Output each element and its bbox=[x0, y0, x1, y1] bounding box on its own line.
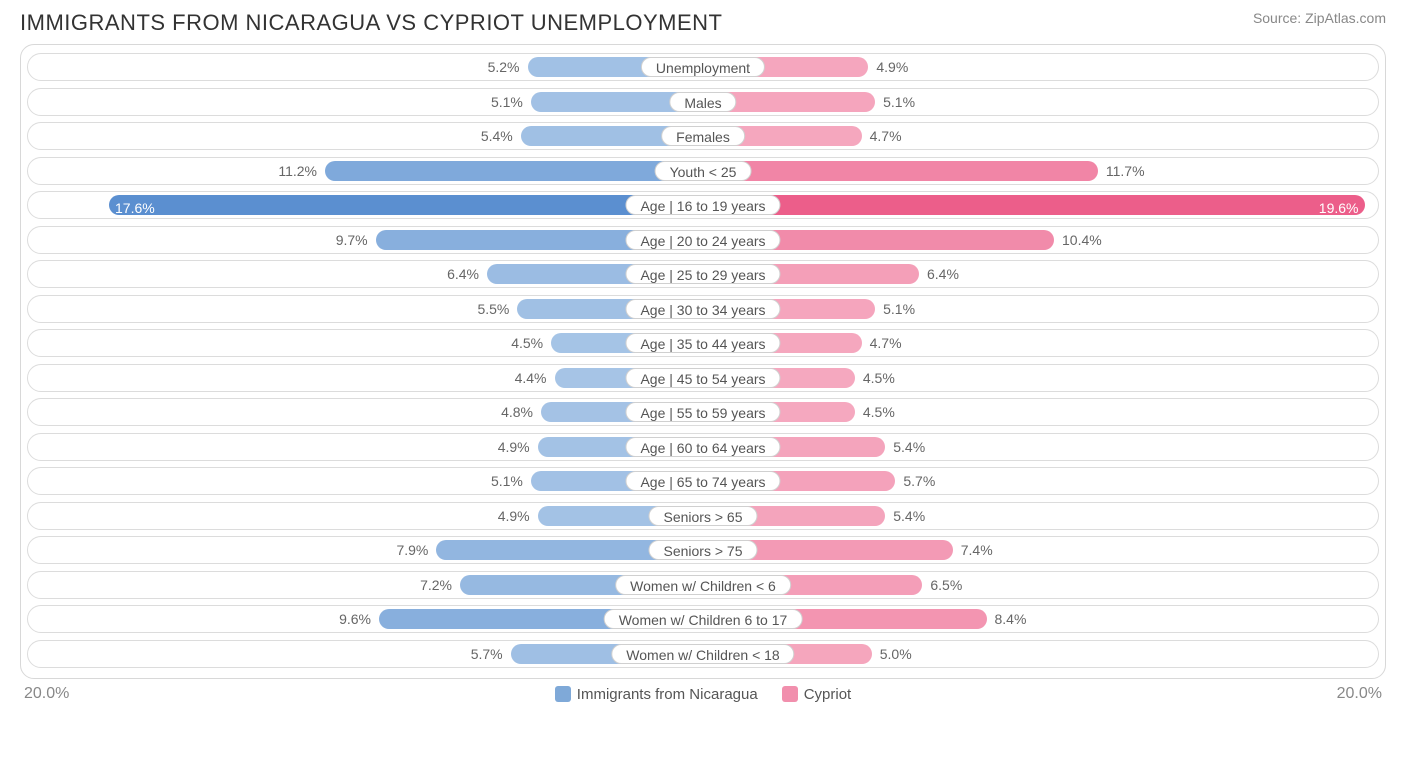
category-label: Youth < 25 bbox=[655, 161, 752, 181]
bar-right bbox=[703, 161, 1098, 181]
chart-area: 5.2% 4.9% Unemployment 5.1% 5.1% Males 5.4% 4.7… bbox=[20, 44, 1386, 679]
value-right: 6.4% bbox=[927, 261, 959, 287]
source-attribution: Source: ZipAtlas.com bbox=[1253, 10, 1386, 26]
value-left: 11.2% bbox=[278, 158, 317, 184]
category-label: Age | 20 to 24 years bbox=[625, 230, 780, 250]
axis-max-left: 20.0% bbox=[24, 685, 69, 703]
chart-row: 9.6% 8.4% Women w/ Children 6 to 17 bbox=[27, 605, 1379, 633]
axis-max-right: 20.0% bbox=[1337, 685, 1382, 703]
value-left: 7.9% bbox=[396, 537, 428, 563]
category-label: Age | 16 to 19 years bbox=[625, 195, 780, 215]
chart-row: 5.4% 4.7% Females bbox=[27, 122, 1379, 150]
value-left: 17.6% bbox=[115, 195, 155, 221]
legend-item-left: Immigrants from Nicaragua bbox=[555, 686, 758, 703]
value-left: 7.2% bbox=[420, 572, 452, 598]
category-label: Age | 45 to 54 years bbox=[625, 368, 780, 388]
value-right: 5.0% bbox=[880, 641, 912, 667]
value-right: 4.7% bbox=[870, 123, 902, 149]
chart-footer: 20.0% Immigrants from Nicaragua Cypriot … bbox=[20, 685, 1386, 703]
chart-row: 11.2% 11.7% Youth < 25 bbox=[27, 157, 1379, 185]
chart-row: 5.1% 5.1% Males bbox=[27, 88, 1379, 116]
category-label: Women w/ Children < 6 bbox=[615, 575, 791, 595]
bar-left bbox=[325, 161, 703, 181]
value-left: 5.7% bbox=[471, 641, 503, 667]
chart-row: 5.7% 5.0% Women w/ Children < 18 bbox=[27, 640, 1379, 668]
category-label: Women w/ Children < 18 bbox=[611, 644, 794, 664]
value-right: 5.4% bbox=[893, 434, 925, 460]
chart-row: 17.6%19.6%Age | 16 to 19 years bbox=[27, 191, 1379, 219]
category-label: Seniors > 65 bbox=[649, 506, 758, 526]
value-right: 4.9% bbox=[876, 54, 908, 80]
category-label: Age | 35 to 44 years bbox=[625, 333, 780, 353]
value-right: 6.5% bbox=[930, 572, 962, 598]
category-label: Age | 60 to 64 years bbox=[625, 437, 780, 457]
value-right: 5.1% bbox=[883, 296, 915, 322]
legend-item-right: Cypriot bbox=[782, 686, 852, 703]
value-left: 5.4% bbox=[481, 123, 513, 149]
chart-row: 7.2% 6.5% Women w/ Children < 6 bbox=[27, 571, 1379, 599]
category-label: Males bbox=[669, 92, 736, 112]
legend-label-right: Cypriot bbox=[804, 686, 852, 703]
chart-row: 4.9% 5.4% Seniors > 65 bbox=[27, 502, 1379, 530]
chart-row: 4.9% 5.4% Age | 60 to 64 years bbox=[27, 433, 1379, 461]
legend: Immigrants from Nicaragua Cypriot bbox=[555, 686, 851, 703]
chart-row: 5.5% 5.1% Age | 30 to 34 years bbox=[27, 295, 1379, 323]
value-left: 4.4% bbox=[515, 365, 547, 391]
chart-row: 7.9% 7.4% Seniors > 75 bbox=[27, 536, 1379, 564]
chart-row: 4.4% 4.5% Age | 45 to 54 years bbox=[27, 364, 1379, 392]
chart-row: 4.5% 4.7% Age | 35 to 44 years bbox=[27, 329, 1379, 357]
chart-container: IMMIGRANTS FROM NICARAGUA VS CYPRIOT UNE… bbox=[0, 0, 1406, 757]
category-label: Women w/ Children 6 to 17 bbox=[604, 609, 803, 629]
value-right: 5.4% bbox=[893, 503, 925, 529]
legend-label-left: Immigrants from Nicaragua bbox=[577, 686, 758, 703]
value-left: 6.4% bbox=[447, 261, 479, 287]
legend-swatch-left bbox=[555, 686, 571, 702]
value-right: 19.6% bbox=[1319, 195, 1359, 221]
category-label: Age | 65 to 74 years bbox=[625, 471, 780, 491]
chart-row: 5.1% 5.7% Age | 65 to 74 years bbox=[27, 467, 1379, 495]
legend-swatch-right bbox=[782, 686, 798, 702]
value-right: 10.4% bbox=[1062, 227, 1102, 253]
value-left: 5.1% bbox=[491, 89, 523, 115]
chart-title: IMMIGRANTS FROM NICARAGUA VS CYPRIOT UNE… bbox=[20, 10, 723, 36]
chart-row: 6.4% 6.4% Age | 25 to 29 years bbox=[27, 260, 1379, 288]
value-left: 4.9% bbox=[498, 434, 530, 460]
value-right: 5.1% bbox=[883, 89, 915, 115]
value-right: 4.5% bbox=[863, 399, 895, 425]
category-label: Females bbox=[661, 126, 745, 146]
category-label: Age | 55 to 59 years bbox=[625, 402, 780, 422]
chart-row: 4.8% 4.5% Age | 55 to 59 years bbox=[27, 398, 1379, 426]
value-left: 5.1% bbox=[491, 468, 523, 494]
value-left: 4.8% bbox=[501, 399, 533, 425]
category-label: Age | 25 to 29 years bbox=[625, 264, 780, 284]
header: IMMIGRANTS FROM NICARAGUA VS CYPRIOT UNE… bbox=[20, 10, 1386, 36]
bar-right: 19.6% bbox=[703, 195, 1365, 215]
category-label: Unemployment bbox=[641, 57, 765, 77]
value-left: 4.9% bbox=[498, 503, 530, 529]
value-right: 5.7% bbox=[903, 468, 935, 494]
category-label: Seniors > 75 bbox=[649, 540, 758, 560]
chart-row: 9.7% 10.4% Age | 20 to 24 years bbox=[27, 226, 1379, 254]
category-label: Age | 30 to 34 years bbox=[625, 299, 780, 319]
value-left: 9.6% bbox=[339, 606, 371, 632]
bar-left: 17.6% bbox=[109, 195, 703, 215]
value-left: 5.2% bbox=[488, 54, 520, 80]
value-right: 4.7% bbox=[870, 330, 902, 356]
value-left: 5.5% bbox=[477, 296, 509, 322]
value-left: 9.7% bbox=[336, 227, 368, 253]
value-right: 11.7% bbox=[1106, 158, 1145, 184]
value-right: 8.4% bbox=[995, 606, 1027, 632]
value-left: 4.5% bbox=[511, 330, 543, 356]
chart-row: 5.2% 4.9% Unemployment bbox=[27, 53, 1379, 81]
value-right: 7.4% bbox=[961, 537, 993, 563]
value-right: 4.5% bbox=[863, 365, 895, 391]
